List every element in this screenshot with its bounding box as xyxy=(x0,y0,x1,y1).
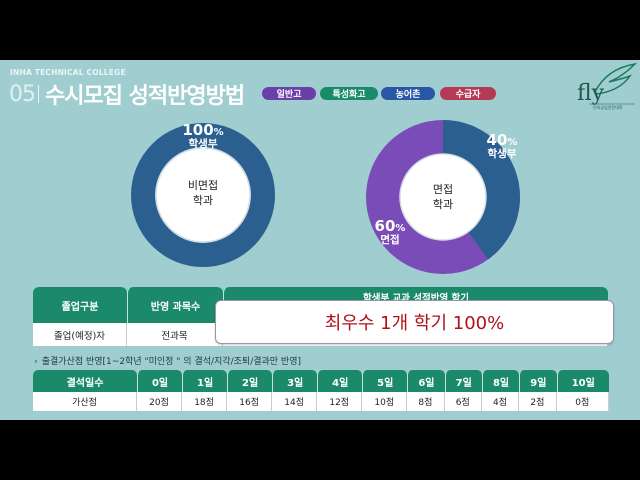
badge-label: 일반고 xyxy=(276,90,302,100)
cell-points: 0점 xyxy=(556,392,609,411)
attendance-note: › 출결가산점 반영[1~2학년 "미인정 " 의 결석/지각/조퇴/결과만 반영… xyxy=(34,354,301,367)
slide: INHA TECHNICAL COLLEGE 05 수시모집 성적반영방법 일반… xyxy=(0,60,640,420)
wing-icon: fly 인하공업전문대학 xyxy=(577,62,638,110)
col-day: 8일 xyxy=(481,370,520,392)
title-text: 수시모집 성적반영방법 xyxy=(45,84,245,109)
fly-logo: fly 인하공업전문대학 xyxy=(575,62,638,110)
col-day: 3일 xyxy=(272,370,318,392)
col-day: 2일 xyxy=(227,370,273,392)
pct-unit: % xyxy=(213,127,224,138)
col-day: 7일 xyxy=(444,370,482,392)
cell-points: 16점 xyxy=(227,392,273,411)
cell-points: 20점 xyxy=(137,392,183,411)
cell-points: 8점 xyxy=(407,392,445,411)
donut2-center-label: 면접 학과 xyxy=(413,183,473,213)
segment-name: 학생부 xyxy=(188,137,218,150)
donut2-segment-label-record: 40% 학생부 xyxy=(478,131,526,160)
cell-bonus-label: 가산점 xyxy=(33,392,137,411)
segment-name: 학생부 xyxy=(487,147,517,160)
page-title: 05 수시모집 성적반영방법 xyxy=(9,80,245,110)
cell-points: 2점 xyxy=(519,392,557,411)
highlight-text: 최우수 1개 학기 100% xyxy=(324,313,505,334)
college-subtitle: INHA TECHNICAL COLLEGE xyxy=(10,68,126,77)
note-text: 출결가산점 반영[1~2학년 "미인정 " 의 결석/지각/조퇴/결과만 반영] xyxy=(41,357,301,367)
cell-points: 14점 xyxy=(272,392,318,411)
cell-points: 18점 xyxy=(182,392,228,411)
table-row: 가산점 20점 18점 16점 14점 12점 10점 8점 6점 4점 2점 … xyxy=(33,392,609,411)
col-day: 10일 xyxy=(556,370,609,392)
pct-unit: % xyxy=(395,223,406,234)
col-day: 1일 xyxy=(182,370,228,392)
cell-subject-count: 전과목 xyxy=(127,323,223,346)
cell-points: 10점 xyxy=(362,392,408,411)
cell-points: 6점 xyxy=(444,392,482,411)
col-day: 6일 xyxy=(407,370,445,392)
badge-label: 농어촌 xyxy=(395,90,421,100)
highlight-callout: 최우수 1개 학기 100% xyxy=(215,300,614,344)
col-day: 5일 xyxy=(362,370,408,392)
chevron-right-icon: › xyxy=(34,357,38,367)
badge-specialized-hs: 특성화고 xyxy=(320,87,378,100)
col-graduation-type: 졸업구분 xyxy=(33,287,127,323)
svg-text:fly: fly xyxy=(577,81,605,106)
donut2-segment-label-interview: 60% 면접 xyxy=(368,217,412,246)
pct-value: 100 xyxy=(182,121,214,139)
cell-points: 12점 xyxy=(317,392,363,411)
center-line: 면접 xyxy=(432,183,454,196)
pct-value: 40 xyxy=(486,131,508,149)
attendance-table: 결석일수 0일 1일 2일 3일 4일 5일 6일 7일 8일 9일 10일 가… xyxy=(33,370,609,411)
donut-chart-non-interview xyxy=(131,123,275,267)
badge-general-hs: 일반고 xyxy=(262,87,316,100)
badge-label: 특성화고 xyxy=(332,90,366,100)
col-day: 4일 xyxy=(317,370,363,392)
badge-label: 수급자 xyxy=(455,90,481,100)
badge-rural: 농어촌 xyxy=(381,87,435,100)
donut1-center-label: 비면접 학과 xyxy=(173,179,233,209)
badge-welfare: 수급자 xyxy=(440,87,496,100)
center-line: 학과 xyxy=(192,193,214,207)
segment-name: 면접 xyxy=(380,233,400,246)
donut1-segment-label: 100% 학생부 xyxy=(168,121,238,150)
table-header-row: 결석일수 0일 1일 2일 3일 4일 5일 6일 7일 8일 9일 10일 xyxy=(33,370,609,392)
cell-graduation-type: 졸업(예정)자 xyxy=(33,323,127,346)
col-day: 9일 xyxy=(519,370,557,392)
svg-text:인하공업전문대학: 인하공업전문대학 xyxy=(593,104,623,110)
col-subject-count: 반영 과목수 xyxy=(127,287,223,323)
cell-points: 4점 xyxy=(481,392,520,411)
section-number: 05 xyxy=(9,81,36,107)
donut-chart-interview xyxy=(366,120,520,274)
pct-unit: % xyxy=(507,137,518,148)
pct-value: 60 xyxy=(374,217,396,235)
col-day: 0일 xyxy=(137,370,183,392)
center-line: 학과 xyxy=(432,197,454,211)
center-line: 비면접 xyxy=(187,179,219,192)
col-absence-days: 결석일수 xyxy=(33,370,137,392)
title-divider xyxy=(38,85,39,103)
